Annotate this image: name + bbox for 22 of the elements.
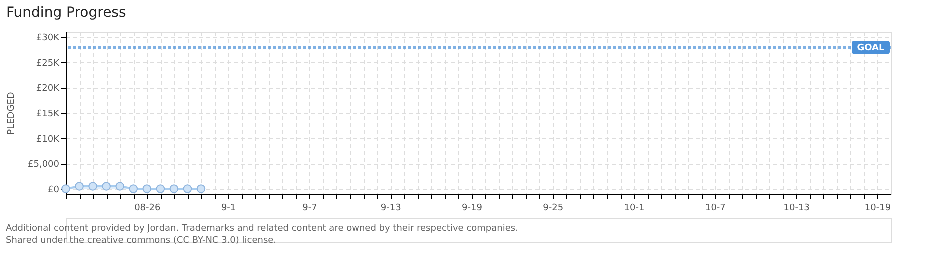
text: Additional content provided by Jordan. Trademarks and related content are owned by their respective companies.	[6, 224, 518, 234]
x-tick-label: 08-26	[134, 204, 161, 214]
x-tick-label: 10-7	[705, 204, 726, 214]
x-tick-label: 10-1	[624, 204, 645, 214]
y-tick-label: £10K	[36, 134, 61, 145]
text: Shared under the creative commons (CC BY-NC 3.0) license.	[6, 236, 277, 246]
ref-line-label: GOAL	[857, 44, 886, 54]
y-tick-label: £20K	[36, 84, 61, 94]
x-tick-label: 9-7	[302, 204, 318, 214]
x-tick-label: 9-19	[462, 204, 483, 214]
y-tick-label: £0	[48, 186, 60, 196]
x-tick-label: 10-13	[784, 204, 810, 214]
y-tick-label: £5,000	[28, 160, 60, 170]
y-tick-label: £25K	[36, 58, 61, 69]
x-tick-label: 9-25	[543, 204, 564, 214]
y-axis-title: PLEDGED	[7, 92, 18, 135]
chart-title: Funding Progress	[6, 5, 126, 21]
x-tick-label: 9-1	[221, 204, 236, 214]
x-tick-label: 9-13	[380, 204, 402, 214]
y-tick-label: £15K	[36, 110, 61, 120]
y-tick-label: £30K	[36, 34, 61, 44]
x-tick-label: 10-19	[864, 204, 892, 214]
